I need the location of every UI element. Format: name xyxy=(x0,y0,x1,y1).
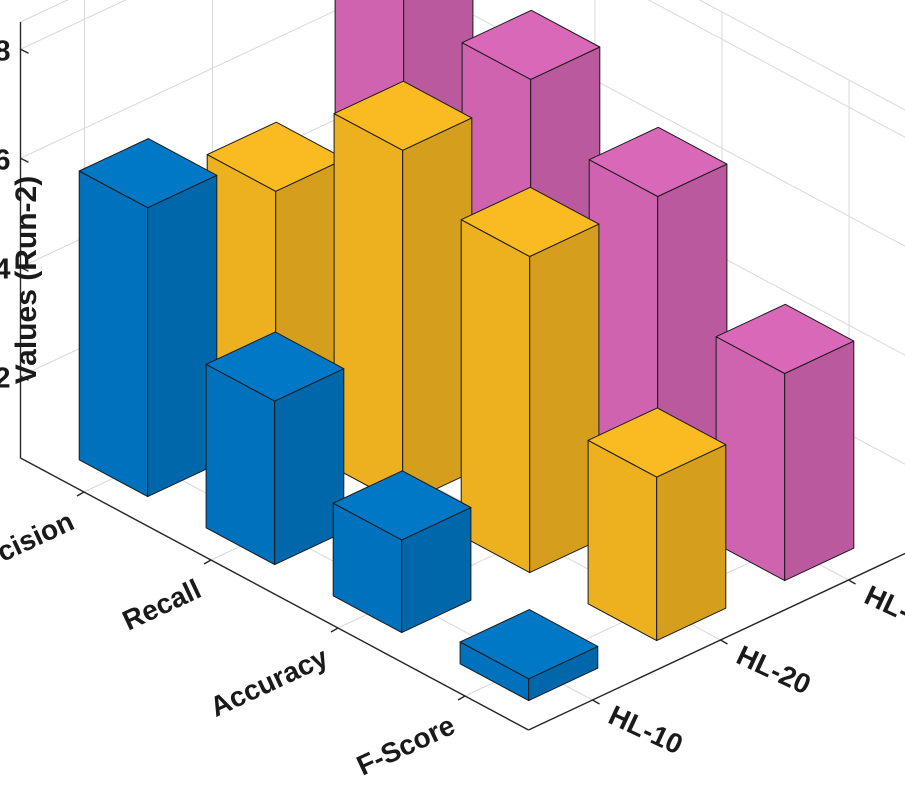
series-label: HL-10 xyxy=(604,699,688,760)
bar-face-top xyxy=(588,126,728,197)
bar-face-top xyxy=(460,186,600,257)
bar-f-score-hl-10 xyxy=(459,609,599,702)
category-label: F-Score xyxy=(352,709,460,781)
bar-face-top xyxy=(78,138,218,209)
category-label: Accuracy xyxy=(205,641,333,723)
series-tick xyxy=(848,579,856,585)
bar-face-top xyxy=(461,9,601,80)
category-tick xyxy=(330,627,339,633)
axis-layer xyxy=(19,22,905,731)
y-tick-label: 0.94 xyxy=(0,253,11,285)
bar-accuracy-hl-10 xyxy=(332,470,472,634)
wall-edge xyxy=(698,0,905,111)
bar-face-top xyxy=(333,80,473,151)
bar-accuracy-hl-20 xyxy=(460,186,600,574)
y-tick xyxy=(20,157,29,163)
series-tick xyxy=(592,699,600,705)
bar-face-top xyxy=(715,303,855,374)
bar-face-side xyxy=(784,340,855,582)
y-tick-label: 0.96 xyxy=(0,144,11,176)
bar-recall-hl-10 xyxy=(205,331,345,566)
bar-face-front xyxy=(715,336,786,582)
wall-grid-line xyxy=(444,0,905,247)
bar-face-top xyxy=(205,331,345,402)
bar-f-score-hl-30 xyxy=(715,303,855,582)
y-tick-label: 0.92 xyxy=(0,362,11,394)
y-tick xyxy=(20,375,29,381)
bar-face-side xyxy=(656,444,727,642)
category-tick xyxy=(457,695,466,701)
y-tick xyxy=(20,48,29,54)
category-label: Recall xyxy=(118,573,206,636)
y-tick xyxy=(20,266,29,272)
bar-precision-hl-10 xyxy=(78,138,218,498)
category-tick xyxy=(76,491,85,497)
bar-face-top xyxy=(332,470,472,541)
bar-face-front xyxy=(78,170,149,498)
series-label: HL-30 xyxy=(860,579,905,640)
category-tick xyxy=(203,559,212,565)
series-tick xyxy=(720,639,728,645)
bar-recall-hl-20 xyxy=(333,80,473,506)
wall-grid-line xyxy=(647,0,905,138)
y-axis-label: Values (Run-2) xyxy=(10,176,43,384)
bar-face-top xyxy=(459,609,599,680)
bar-face-front xyxy=(460,219,531,574)
category-axis-line xyxy=(20,457,529,731)
category-label: Precision xyxy=(0,505,79,586)
bar-layer xyxy=(78,0,855,702)
series-label: HL-20 xyxy=(732,639,816,700)
bar-f-score-hl-20 xyxy=(587,407,727,642)
bar-face-front xyxy=(333,113,404,506)
bar-face-top xyxy=(587,407,727,478)
y-tick-label: 0.98 xyxy=(0,35,11,67)
